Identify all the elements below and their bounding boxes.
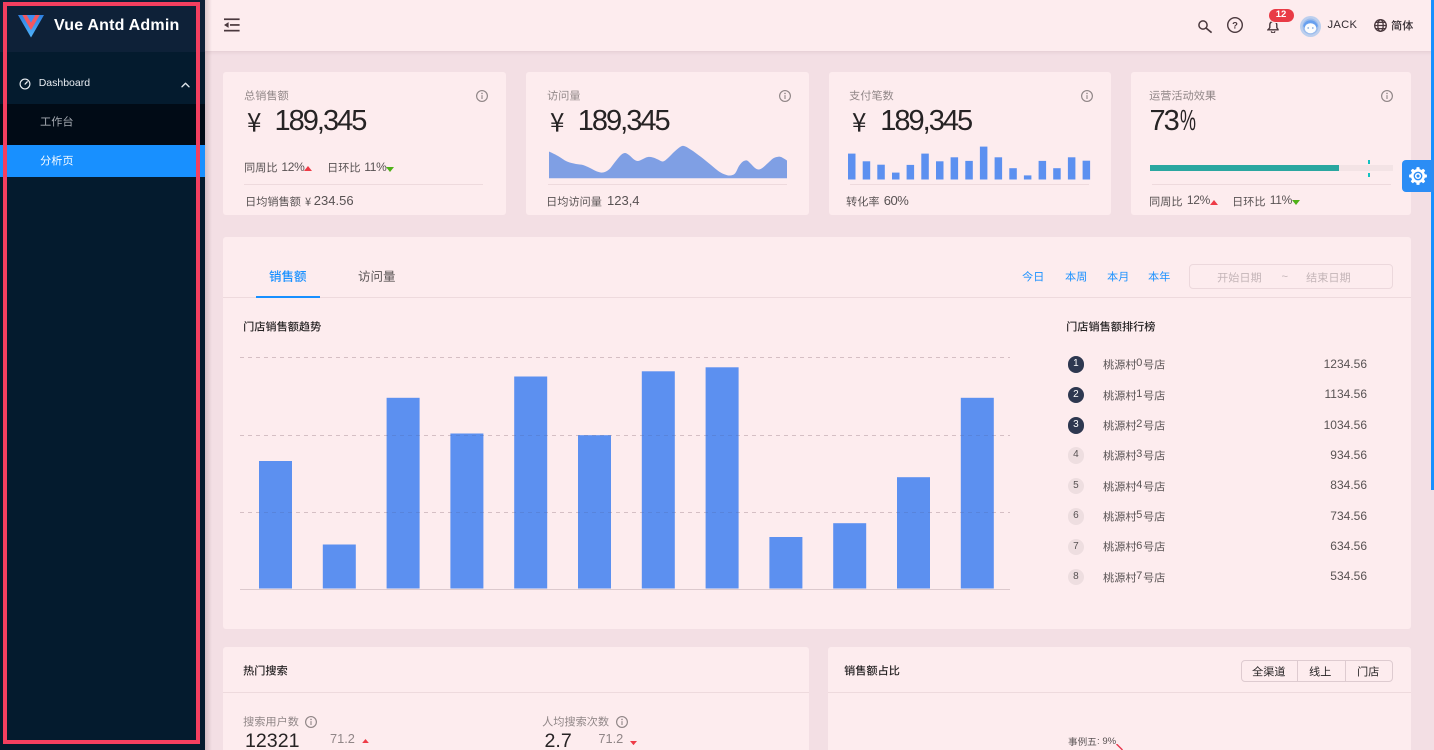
svg-text:?: ? <box>1232 21 1238 32</box>
